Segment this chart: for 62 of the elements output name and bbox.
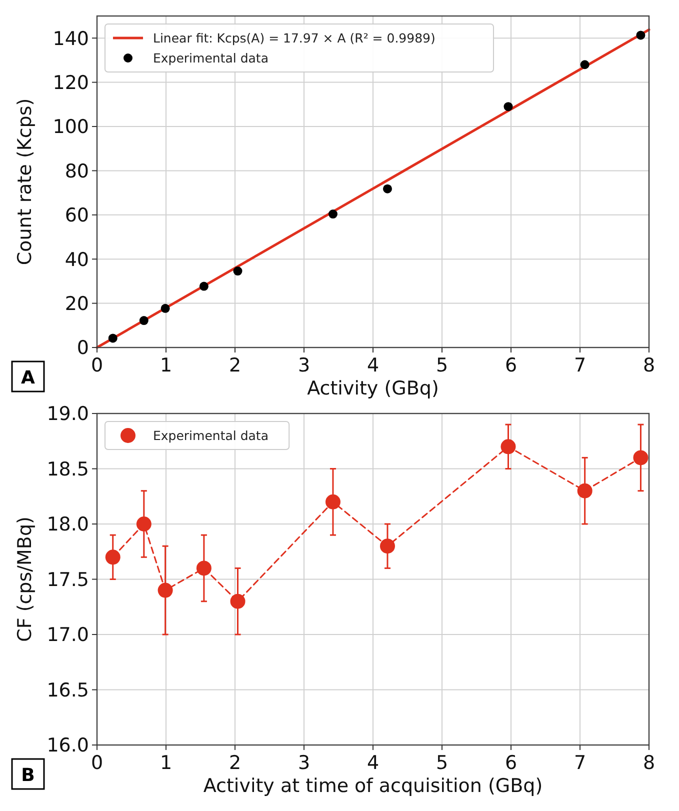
x-tick-label: 3 bbox=[298, 354, 310, 376]
y-tick-label: 19.0 bbox=[46, 403, 89, 426]
x-tick-label: 1 bbox=[160, 752, 172, 774]
point bbox=[380, 538, 395, 554]
point bbox=[328, 210, 338, 219]
point bbox=[160, 304, 170, 313]
y-axis-title: Count rate (Kcps) bbox=[14, 98, 36, 266]
y-tick-label: 17.0 bbox=[46, 624, 89, 646]
y-tick-label: 60 bbox=[64, 204, 89, 227]
y-axis-title: CF (cps/MBq) bbox=[14, 516, 36, 642]
y-tick-label: 40 bbox=[64, 248, 89, 271]
y-tick-label: 100 bbox=[52, 116, 89, 138]
y-tick-label: 16.5 bbox=[46, 679, 89, 702]
y-tick-label: 17.5 bbox=[46, 568, 89, 591]
y-tick-label: 0 bbox=[76, 337, 89, 360]
y-tick-label: 120 bbox=[52, 72, 89, 94]
legend-label: Linear fit: Kcps(A) = 17.97 × A (R² = 0.9989) bbox=[153, 30, 436, 46]
text: B bbox=[21, 765, 35, 786]
point bbox=[233, 266, 242, 276]
point bbox=[577, 483, 592, 498]
point bbox=[580, 60, 590, 70]
point bbox=[230, 594, 246, 609]
legend-label: Experimental data bbox=[153, 50, 268, 66]
y-tick-label: 140 bbox=[52, 28, 89, 50]
x-tick-label: 2 bbox=[228, 752, 242, 774]
x-tick-label: 3 bbox=[298, 752, 310, 774]
x-tick-label: 4 bbox=[366, 752, 380, 774]
x-tick-label: 1 bbox=[160, 354, 172, 376]
point bbox=[325, 494, 340, 510]
x-tick-label: 8 bbox=[642, 752, 656, 774]
point bbox=[500, 439, 516, 454]
y-tick-label: 80 bbox=[64, 160, 89, 182]
legend-label: Experimental data bbox=[153, 428, 268, 443]
point bbox=[108, 334, 118, 343]
x-tick-label: 5 bbox=[436, 752, 448, 774]
x-tick-label: 4 bbox=[366, 354, 380, 376]
y-tick-label: 16.0 bbox=[46, 734, 89, 757]
x-tick-label: 0 bbox=[90, 354, 104, 376]
point bbox=[196, 560, 212, 576]
x-tick-label: 7 bbox=[574, 752, 586, 774]
text: A bbox=[21, 368, 36, 388]
point bbox=[504, 102, 513, 112]
x-tick-label: 8 bbox=[642, 354, 656, 376]
y-tick-label: 18.5 bbox=[46, 458, 89, 480]
y-tick-label: 18.0 bbox=[46, 514, 89, 536]
point bbox=[633, 450, 648, 466]
point bbox=[636, 30, 646, 40]
x-tick-label: 7 bbox=[574, 354, 586, 376]
point bbox=[382, 184, 392, 194]
x-axis-title: Activity at time of acquisition (GBq) bbox=[203, 775, 543, 797]
point bbox=[105, 550, 120, 565]
point bbox=[139, 316, 148, 326]
point bbox=[136, 516, 152, 532]
y-tick-label: 20 bbox=[64, 292, 89, 315]
x-tick-label: 5 bbox=[436, 354, 448, 376]
x-tick-label: 6 bbox=[504, 752, 518, 774]
x-tick-label: 6 bbox=[504, 354, 518, 376]
point bbox=[199, 282, 208, 291]
x-tick-label: 2 bbox=[228, 354, 242, 376]
point bbox=[158, 582, 173, 598]
x-axis-title: Activity (GBq) bbox=[307, 378, 439, 400]
x-tick-label: 0 bbox=[90, 752, 104, 774]
